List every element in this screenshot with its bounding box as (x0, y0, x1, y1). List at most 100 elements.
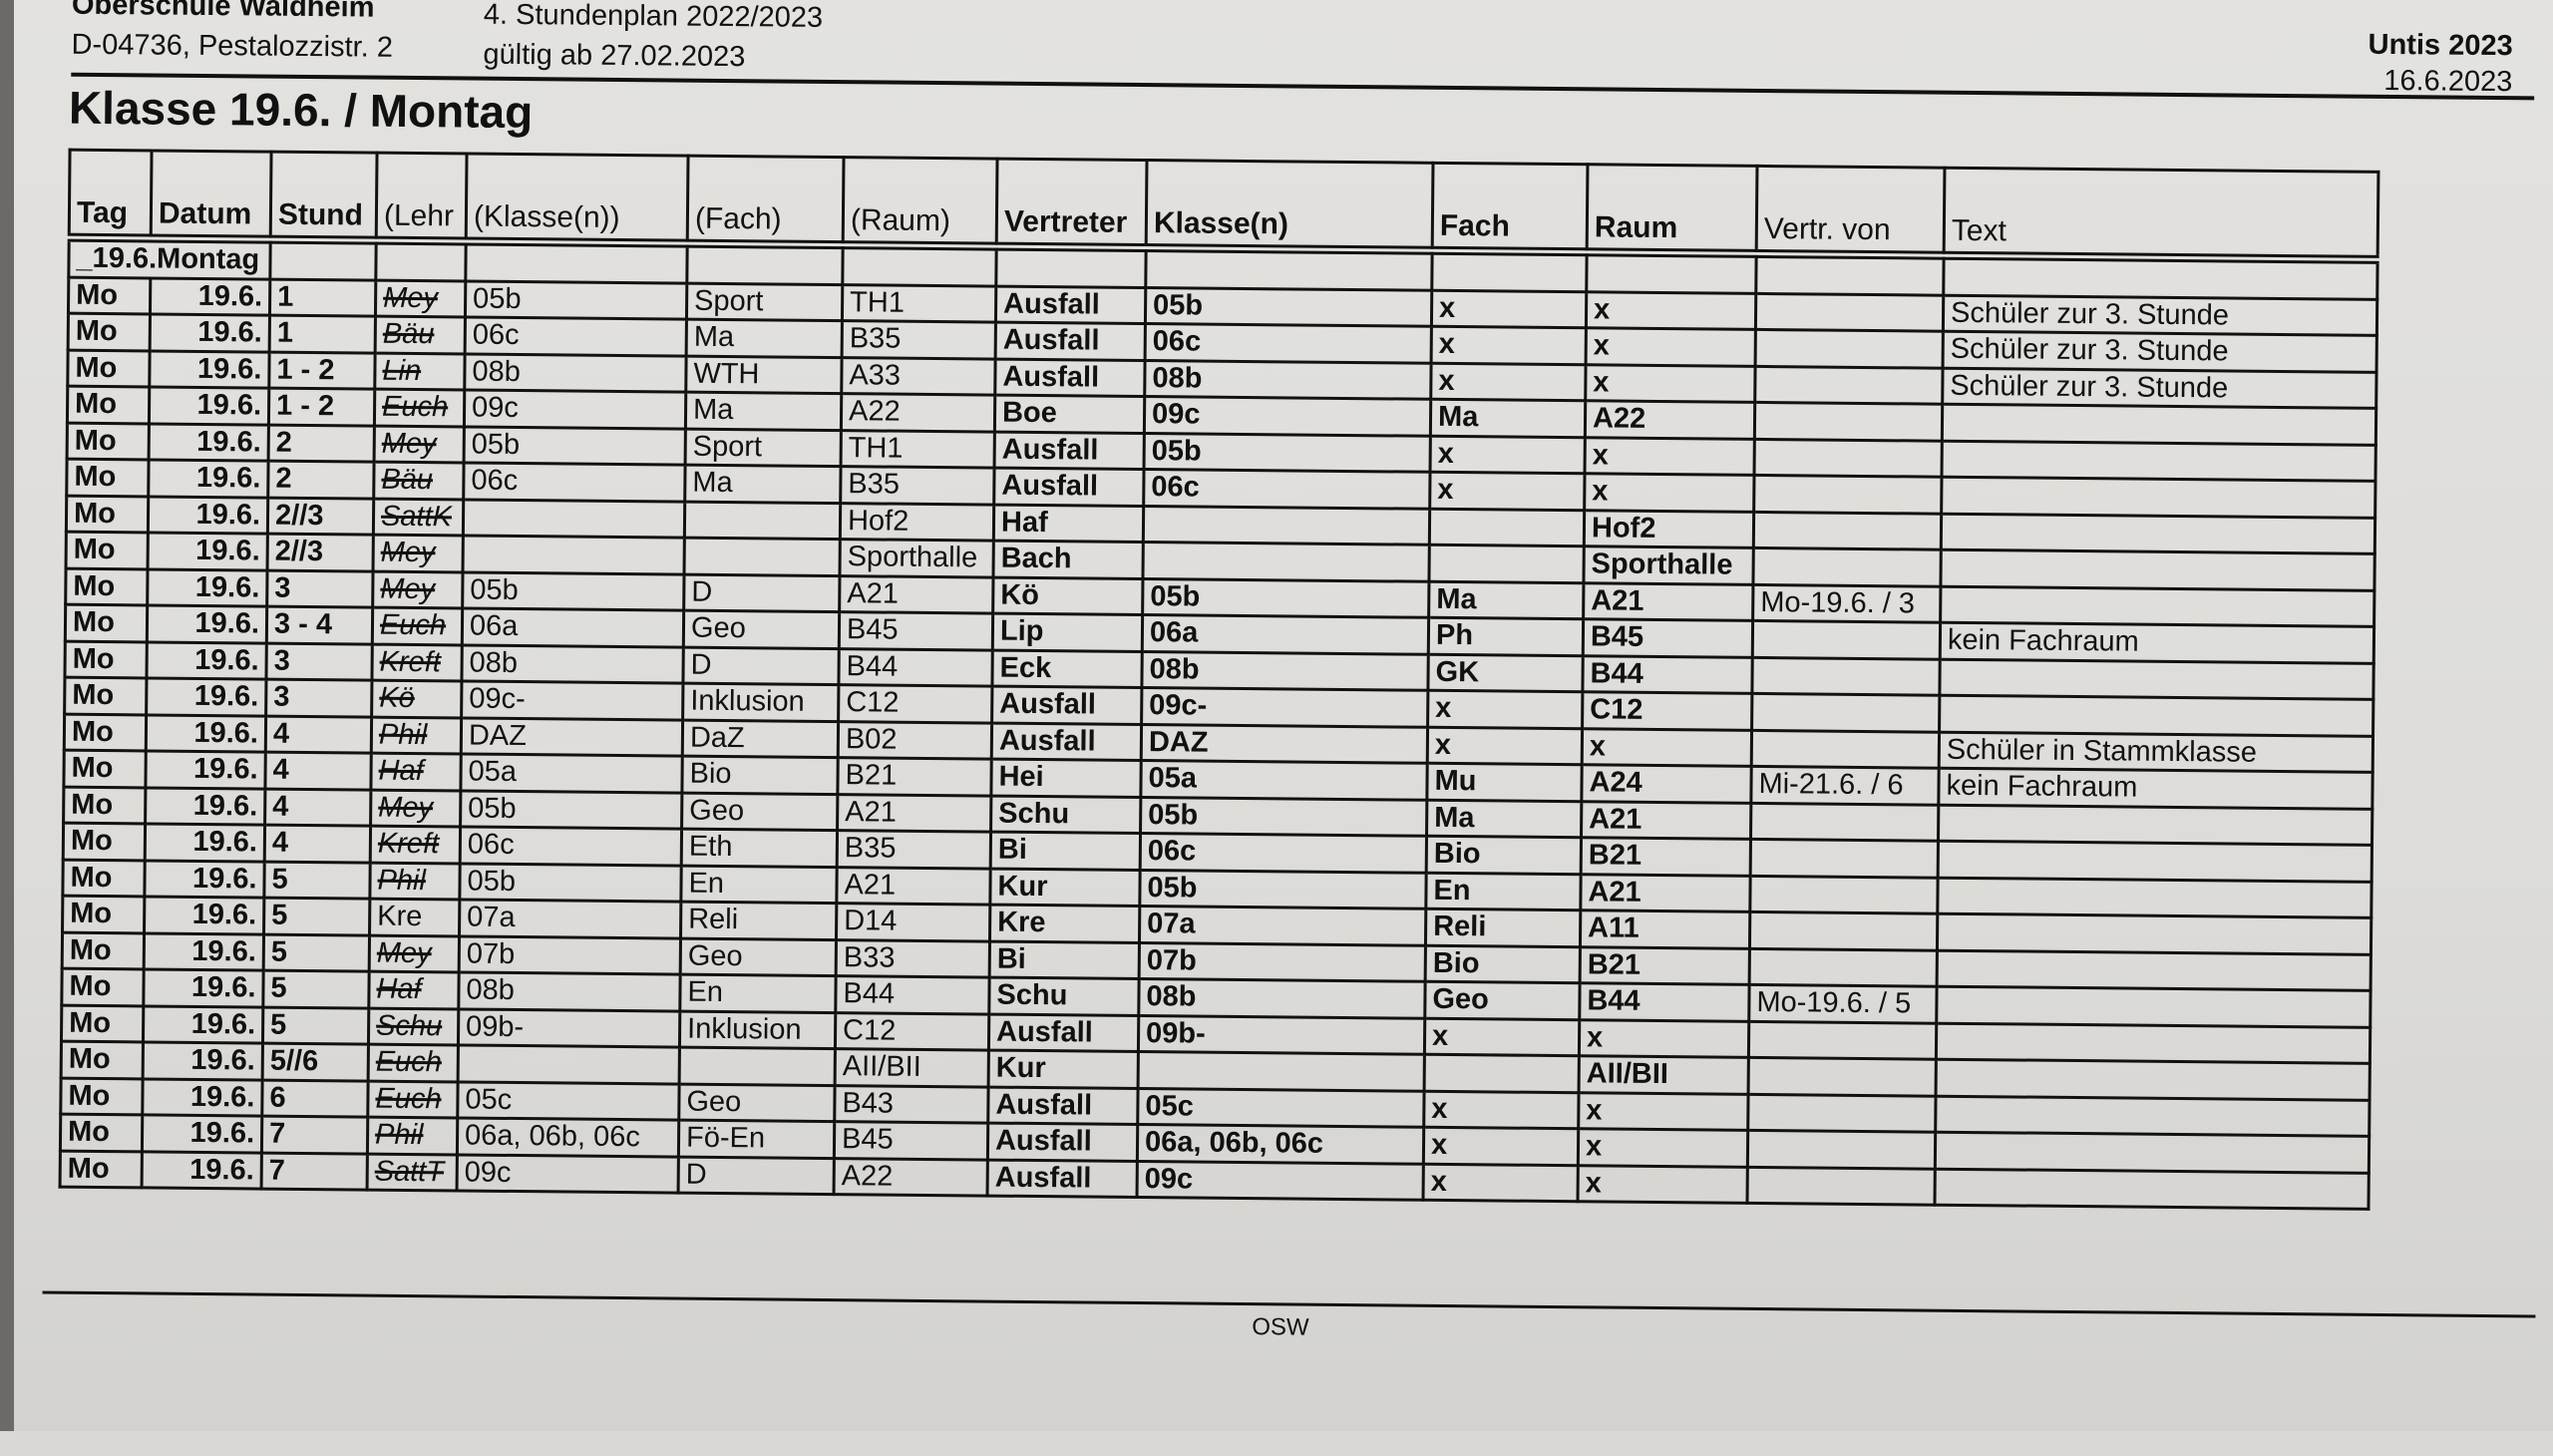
cell-vertr-von (1749, 875, 1939, 914)
software-label: Untis 2023 (2368, 28, 2513, 63)
cell-lehrer: Mey (372, 570, 464, 608)
cell-fach: Ma (685, 392, 842, 431)
cell-vertr-raum: x (1586, 327, 1756, 366)
cell-lehrer: Kreft (370, 826, 461, 864)
empty-cell (1755, 253, 1945, 295)
column-header-raum: (Raum) (843, 157, 998, 247)
cell-datum: 19.6. (148, 496, 268, 535)
cell-fach: WTH (685, 355, 843, 394)
cell-fach: D (682, 646, 840, 685)
cell-vertr-klasse: 06c (1143, 469, 1431, 509)
page-title: Klasse 19.6. / Montag (68, 81, 534, 139)
cell-tag: Mo (68, 276, 151, 314)
cell-raum: A21 (837, 794, 991, 833)
cell-stunde: 4 (264, 825, 371, 863)
cell-text: Schüler zur 3. Stunde (1943, 331, 2377, 372)
cell-vertr-von (1755, 329, 1944, 368)
cell-text (1935, 1132, 2370, 1173)
cell-stunde: 7 (261, 1116, 368, 1154)
cell-vertr-klasse: 07b (1139, 942, 1426, 982)
cell-klasse: 05a (460, 753, 683, 793)
school-name: Oberschule Waldheim (71, 0, 375, 24)
cell-klasse: 08b (461, 644, 684, 684)
cell-text (1937, 877, 2372, 918)
cell-raum: B44 (835, 975, 990, 1014)
cell-vertreter: Ausfall (993, 468, 1145, 507)
empty-cell (1145, 247, 1433, 290)
cell-stunde: 4 (265, 715, 372, 754)
column-header-text: Text (1944, 168, 2378, 260)
empty-cell (1431, 250, 1588, 292)
cell-datum: 19.6. (149, 386, 269, 425)
cell-stunde: 2//3 (267, 534, 374, 571)
cell-text (1938, 841, 2372, 882)
page-edge-shadow (0, 0, 14, 1431)
cell-fach: Ma (684, 465, 842, 504)
cell-stunde: 5 (263, 898, 370, 935)
cell-raum: A33 (841, 357, 996, 396)
cell-raum: Hof2 (840, 503, 994, 542)
cell-lehrer: Kreft (371, 643, 463, 681)
cell-tag: Mo (66, 495, 149, 533)
cell-vertr-fach: En (1425, 872, 1582, 910)
column-header-vertr-von: Vertr. von (1756, 166, 1945, 256)
cell-vertreter: Kur (989, 868, 1141, 907)
cell-vertr-fach: Bio (1426, 836, 1582, 875)
cell-vertr-klasse: 09c (1137, 1161, 1424, 1201)
cell-vertr-raum: B44 (1582, 655, 1753, 694)
cell-datum: 19.6. (147, 568, 268, 607)
cell-text (1942, 404, 2376, 445)
cell-vertr-raum: x (1578, 1128, 1748, 1167)
empty-cell (995, 246, 1147, 288)
cell-vertreter: Bach (992, 541, 1144, 579)
cell-vertr-fach: x (1431, 326, 1587, 365)
cell-vertr-fach: x (1427, 690, 1583, 729)
cell-vertr-fach: x (1431, 289, 1587, 328)
empty-cell (1586, 251, 1757, 293)
cell-vertr-raum: x (1579, 1019, 1749, 1058)
cell-datum: 19.6. (142, 1114, 262, 1153)
cell-tag: Mo (66, 532, 149, 569)
cell-tag: Mo (66, 459, 150, 497)
cell-vertr-raum: A22 (1585, 400, 1755, 439)
cell-lehrer: Mey (373, 535, 464, 572)
cell-fach: Bio (681, 756, 839, 795)
cell-lehrer: Euch (368, 1044, 459, 1082)
cell-tag: Mo (61, 1004, 144, 1042)
cell-vertr-raum: A24 (1581, 764, 1752, 803)
cell-vertr-fach: x (1429, 472, 1586, 511)
cell-lehrer: Kö (371, 680, 462, 718)
cell-fach: En (680, 865, 838, 904)
cell-text: Schüler in Stammklasse (1939, 731, 2373, 773)
column-header-vertr-raum: Raum (1587, 164, 1757, 254)
cell-vertreter: Lip (992, 613, 1143, 652)
cell-tag: Mo (67, 386, 150, 424)
cell-lehrer: Haf (370, 753, 462, 791)
cell-fach: Geo (681, 792, 838, 831)
column-header-lehrer: (Lehr (376, 153, 468, 241)
cell-raum: TH1 (841, 430, 995, 469)
cell-vertreter: Ausfall (987, 1159, 1138, 1198)
cell-vertr-klasse (1138, 1051, 1425, 1091)
cell-vertreter: Schu (990, 795, 1141, 834)
cell-lehrer: Mey (370, 789, 461, 827)
cell-vertr-klasse: 06c (1140, 833, 1427, 873)
cell-vertr-fach (1429, 508, 1585, 546)
cell-stunde: 3 (265, 642, 373, 681)
cell-datum: 19.6. (146, 641, 267, 680)
cell-tag: Mo (62, 859, 146, 897)
cell-fach: Sport (686, 282, 843, 321)
cell-vertr-von (1752, 620, 1941, 659)
cell-vertr-von (1751, 729, 1940, 769)
cell-datum: 19.6. (144, 896, 264, 934)
column-header-stunde: Stund (270, 152, 378, 241)
cell-raum: B44 (838, 648, 993, 687)
cell-vertreter: Boe (994, 395, 1145, 434)
cell-text (1940, 549, 2375, 590)
cell-vertr-raum: x (1578, 1092, 1749, 1131)
cell-vertr-von (1747, 1093, 1937, 1133)
cell-fach: Ma (686, 319, 843, 358)
cell-lehrer: Haf (368, 971, 460, 1009)
cell-vertr-klasse: 05a (1140, 760, 1428, 800)
cell-vertr-von (1754, 365, 1944, 405)
